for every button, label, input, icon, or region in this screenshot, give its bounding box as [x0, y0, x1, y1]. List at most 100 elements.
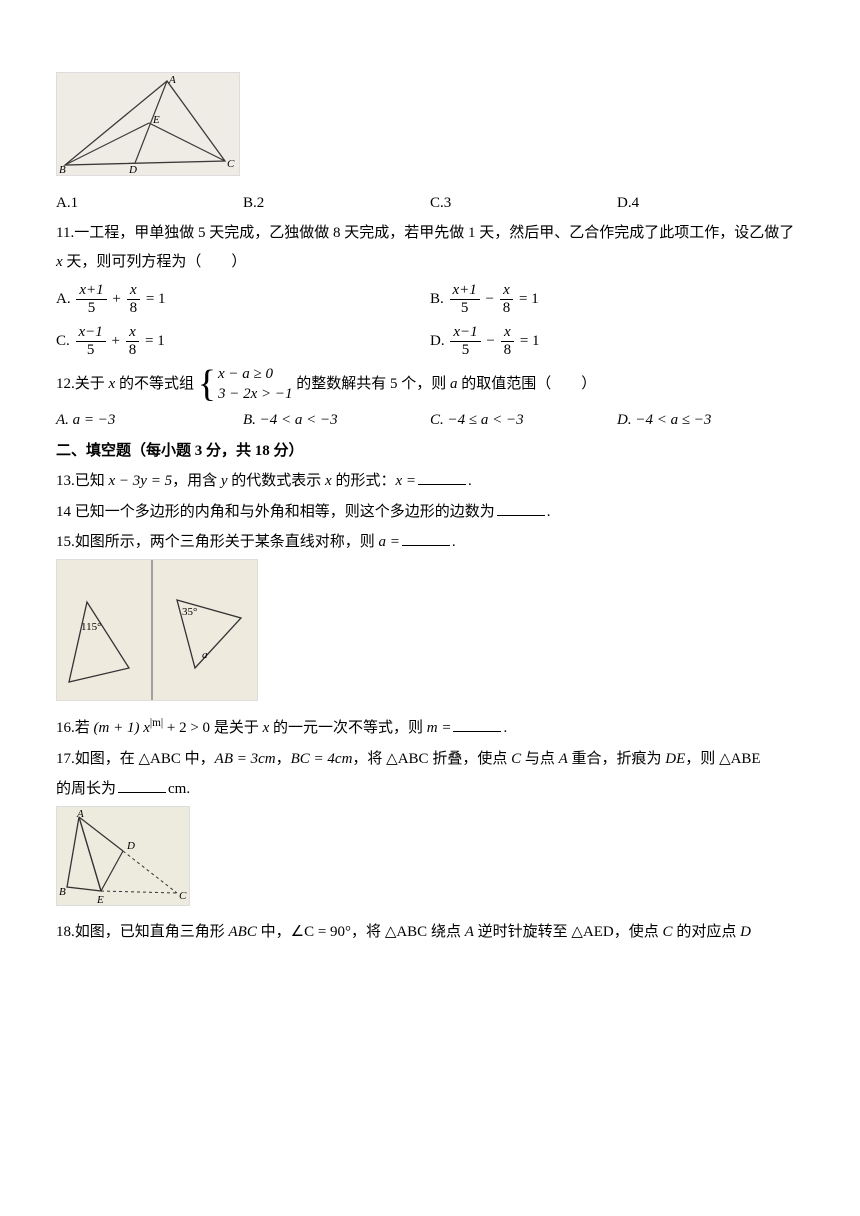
q16-er: + 2 > 0	[163, 720, 210, 736]
q11b-n1: x+1	[450, 282, 480, 300]
q12-opt-a: A. a = −3	[56, 406, 243, 435]
q17-tri2: △ABC	[386, 751, 428, 767]
q18-mid4: 逆时针旋转至	[474, 924, 572, 940]
q12-sys1: x − a ≥ 0	[218, 365, 293, 385]
q13-tail: .	[468, 473, 472, 489]
q11a-d2: 8	[127, 300, 141, 317]
q15-figure: 115° 35° a	[56, 559, 258, 701]
q18-ang: ∠C = 90°	[291, 924, 351, 940]
q15-svg: 115° 35° a	[57, 560, 257, 700]
q17-line2: 的周长为 cm.	[56, 775, 804, 804]
q12-pre: 12.关于	[56, 376, 109, 392]
q17-l2b: cm.	[168, 781, 190, 797]
q13-mid2: 的代数式表示	[228, 473, 326, 489]
q17-bc: BC = 4cm	[291, 751, 353, 767]
q11a-rhs: = 1	[146, 291, 166, 307]
q16-mid2: 的一元一次不等式，则	[269, 720, 427, 736]
q11-row2: C. x−15 + x8 = 1 D. x−15 − x8 = 1	[56, 324, 804, 360]
q11c-d2: 8	[126, 342, 140, 359]
q18-mid: 中，	[257, 924, 291, 940]
q17-lc: C	[179, 890, 187, 902]
q13-mid: ，用含	[172, 473, 221, 489]
q11b-rhs: = 1	[519, 291, 539, 307]
q11d-d2: 8	[501, 342, 515, 359]
q13: 13.已知 x − 3y = 5，用含 y 的代数式表示 x 的形式：x =.	[56, 467, 804, 496]
q11d-rhs: = 1	[520, 333, 540, 349]
q18-a: A	[465, 924, 474, 940]
q17-c: C	[511, 751, 521, 767]
q17-svg: A B C D E	[57, 807, 189, 905]
q14-blank	[497, 500, 545, 516]
label-D: D	[128, 164, 137, 175]
q18-mid3: 绕点	[427, 924, 465, 940]
q10-options: A.1 B.2 C.3 D.4	[56, 189, 804, 218]
label-A: A	[168, 74, 176, 86]
q17-mid: 中，	[181, 751, 215, 767]
q18-mid2: ，将	[351, 924, 385, 940]
q17-lb: B	[59, 886, 66, 898]
q17-la: A	[76, 808, 84, 820]
q18-mid5: ，使点	[614, 924, 663, 940]
q11a-n2: x	[127, 282, 141, 300]
q17-tri: △ABC	[139, 751, 181, 767]
q12-post: 的整数解共有 5 个，则	[296, 376, 450, 392]
q13-blank	[418, 469, 466, 485]
q15-ang1: 115°	[81, 621, 102, 633]
q13-pre: 13.已知	[56, 473, 109, 489]
q16-pre: 16.若	[56, 720, 94, 736]
q11c-op: +	[112, 333, 120, 349]
label-C: C	[227, 158, 235, 170]
q17-mid5: 重合，折痕为	[568, 751, 666, 767]
q16-meq: m =	[427, 720, 452, 736]
q13-x: x	[325, 473, 332, 489]
q11a-d1: 5	[76, 300, 106, 317]
q12-system: { x − a ≥ 0 3 − 2x > −1	[198, 365, 293, 404]
q15-tail: .	[452, 534, 456, 550]
q11b-d2: 8	[500, 300, 514, 317]
q13-mid3: 的形式：	[332, 473, 396, 489]
q18-tri2: △AED	[571, 924, 613, 940]
q11b-op: −	[486, 291, 494, 307]
q12-opt-d: D. −4 < a ≤ −3	[617, 406, 804, 435]
q11a-n1: x+1	[76, 282, 106, 300]
q11c-n2: x	[126, 324, 140, 342]
q12-options: A. a = −3 B. −4 < a < −3 C. −4 ≤ a < −3 …	[56, 406, 804, 435]
q16-blank	[453, 716, 501, 732]
q16-tail: .	[503, 720, 507, 736]
q11-opt-c: C. x−15 + x8 = 1	[56, 324, 430, 360]
q10-opt-b: B.2	[243, 189, 430, 218]
q14-text: 14 已知一个多边形的内角和与外角和相等，则这个多边形的边数为	[56, 504, 495, 520]
q11-post: 天，则可列方程为（ ）	[63, 254, 247, 270]
q14-tail: .	[547, 504, 551, 520]
q18-d: D	[740, 924, 751, 940]
q11d-op: −	[486, 333, 494, 349]
q16-mid: 是关于	[210, 720, 263, 736]
q17-ab: AB = 3cm	[215, 751, 276, 767]
q17-ld: D	[126, 840, 135, 852]
q16-el: (m + 1) x	[94, 720, 150, 736]
q17: 17.如图，在 △ABC 中，AB = 3cm，BC = 4cm，将 △ABC …	[56, 745, 804, 774]
q17-l2a: 的周长为	[56, 781, 116, 797]
q10-figure: A B C D E	[56, 72, 240, 176]
q17-sep: ，	[276, 751, 291, 767]
q12-opt-c: C. −4 ≤ a < −3	[430, 406, 617, 435]
q13-xeq: x =	[395, 473, 416, 489]
q11-text: 11.一工程，甲单独做 5 天完成，乙独做做 8 天完成，若甲先做 1 天，然后…	[56, 219, 804, 276]
q11-opt-a: A. x+15 + x8 = 1	[56, 282, 430, 318]
q11d-label: D.	[430, 333, 445, 349]
q17-mid4: 与点	[521, 751, 559, 767]
q12-opt-b: B. −4 < a < −3	[243, 406, 430, 435]
label-E: E	[152, 114, 160, 126]
q15-a: a =	[379, 534, 400, 550]
q18: 18.如图，已知直角三角形 ABC 中，∠C = 90°，将 △ABC 绕点 A…	[56, 918, 804, 947]
q11d-n2: x	[501, 324, 515, 342]
q15-blank	[402, 530, 450, 546]
q12-sys2: 3 − 2x > −1	[218, 385, 293, 405]
q11-var: x	[56, 254, 63, 270]
q11a-op: +	[112, 291, 120, 307]
q10-opt-c: C.3	[430, 189, 617, 218]
q11c-n1: x−1	[76, 324, 106, 342]
q12-mid: 的不等式组	[115, 376, 198, 392]
q17-mid3: 折叠，使点	[429, 751, 512, 767]
q10-svg: A B C D E	[57, 73, 239, 175]
